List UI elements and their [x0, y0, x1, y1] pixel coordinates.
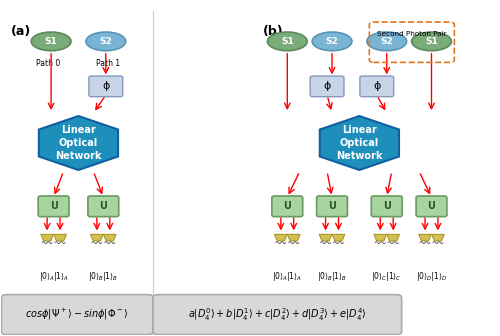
- Text: |0⟩$_C$|1⟩$_C$: |0⟩$_C$|1⟩$_C$: [372, 270, 402, 283]
- Text: ϕ: ϕ: [373, 81, 380, 91]
- Polygon shape: [418, 234, 432, 241]
- Text: |0⟩$_A$|1⟩$_A$: |0⟩$_A$|1⟩$_A$: [38, 270, 68, 283]
- Text: U: U: [428, 201, 436, 211]
- FancyBboxPatch shape: [88, 196, 118, 217]
- Text: Second Photon Pair: Second Photon Pair: [377, 31, 446, 37]
- FancyBboxPatch shape: [89, 76, 122, 97]
- Ellipse shape: [86, 32, 126, 51]
- Text: U: U: [284, 201, 291, 211]
- Text: U: U: [383, 201, 390, 211]
- Text: S2: S2: [326, 37, 338, 46]
- FancyBboxPatch shape: [2, 295, 153, 335]
- Polygon shape: [104, 234, 116, 241]
- FancyBboxPatch shape: [316, 196, 348, 217]
- Polygon shape: [319, 234, 332, 241]
- Text: ϕ: ϕ: [324, 81, 331, 91]
- Text: S1: S1: [281, 37, 293, 46]
- FancyBboxPatch shape: [272, 196, 302, 217]
- Text: U: U: [100, 201, 108, 211]
- Ellipse shape: [312, 32, 352, 51]
- Ellipse shape: [412, 32, 452, 51]
- Text: U: U: [50, 201, 58, 211]
- Polygon shape: [41, 234, 54, 241]
- Text: ϕ: ϕ: [102, 81, 110, 91]
- Text: U: U: [328, 201, 336, 211]
- Ellipse shape: [31, 32, 71, 51]
- Polygon shape: [387, 234, 400, 241]
- FancyBboxPatch shape: [416, 196, 447, 217]
- FancyBboxPatch shape: [153, 295, 402, 335]
- FancyBboxPatch shape: [372, 196, 402, 217]
- Polygon shape: [90, 234, 103, 241]
- FancyBboxPatch shape: [360, 76, 394, 97]
- Polygon shape: [432, 234, 444, 241]
- Text: S2: S2: [100, 37, 112, 46]
- Text: Path 0: Path 0: [36, 59, 61, 68]
- Text: |0⟩$_B$|1⟩$_B$: |0⟩$_B$|1⟩$_B$: [88, 270, 118, 283]
- Text: $cos\phi|\Psi^+\rangle - sin\phi|\Phi^-\rangle$: $cos\phi|\Psi^+\rangle - sin\phi|\Phi^-\…: [26, 307, 129, 322]
- Text: |0⟩$_D$|1⟩$_D$: |0⟩$_D$|1⟩$_D$: [416, 270, 447, 283]
- Text: Path 1: Path 1: [96, 59, 120, 68]
- Text: Linear
Optical
Network: Linear Optical Network: [55, 125, 102, 161]
- Polygon shape: [374, 234, 386, 241]
- Text: |0⟩$_A$|1⟩$_A$: |0⟩$_A$|1⟩$_A$: [272, 270, 302, 283]
- Text: |0⟩$_B$|1⟩$_B$: |0⟩$_B$|1⟩$_B$: [317, 270, 347, 283]
- FancyBboxPatch shape: [310, 76, 344, 97]
- Text: S2: S2: [380, 37, 393, 46]
- Ellipse shape: [367, 32, 406, 51]
- Ellipse shape: [268, 32, 307, 51]
- Polygon shape: [288, 234, 300, 241]
- Text: S1: S1: [44, 37, 58, 46]
- Polygon shape: [320, 116, 399, 170]
- Polygon shape: [54, 234, 66, 241]
- Text: S1: S1: [425, 37, 438, 46]
- FancyBboxPatch shape: [38, 196, 69, 217]
- Polygon shape: [332, 234, 345, 241]
- Text: Linear
Optical
Network: Linear Optical Network: [336, 125, 382, 161]
- Text: (a): (a): [12, 25, 32, 38]
- Text: (b): (b): [262, 25, 283, 38]
- Polygon shape: [274, 234, 287, 241]
- Text: $a|D_4^0\rangle + b|D_4^1\rangle + c|D_4^2\rangle + d|D_4^3\rangle + e|D_4^4\ran: $a|D_4^0\rangle + b|D_4^1\rangle + c|D_4…: [188, 306, 366, 323]
- Polygon shape: [39, 116, 118, 170]
